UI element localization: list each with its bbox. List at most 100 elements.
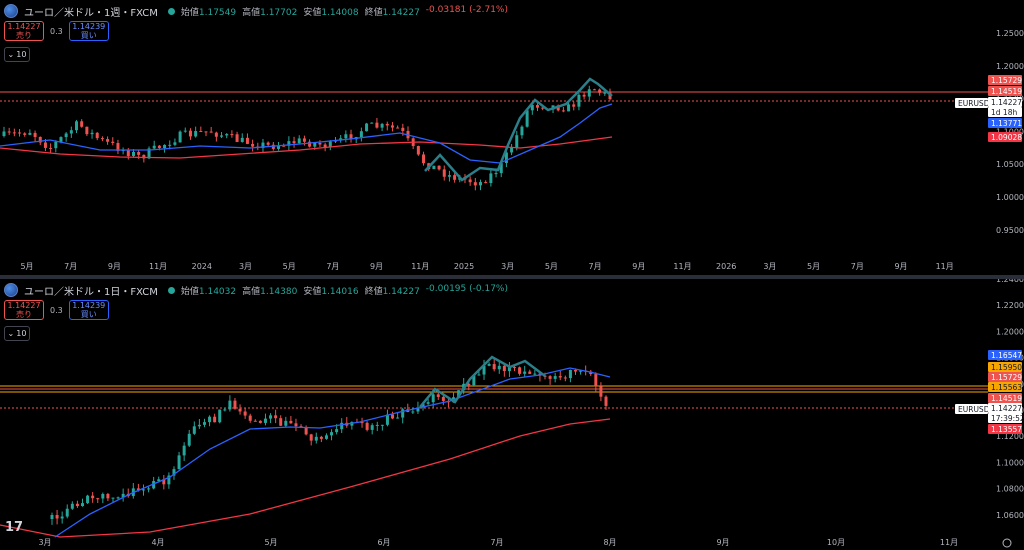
candle-body (80, 121, 84, 127)
candle-body (70, 503, 74, 509)
countdown-tag: 1d 18h (991, 108, 1017, 117)
daily-chart-header: ユーロ／米ドル・1日・FXCM 始値1.14032 高値1.14380 安値1.… (4, 283, 508, 298)
x-axis-label: 7月 (851, 262, 864, 271)
candle-body (340, 422, 344, 430)
buy-button[interactable]: 1.14239 買い (68, 21, 109, 41)
price-tag-2: 1.14519 (991, 394, 1022, 403)
candle-body (558, 376, 562, 378)
y-axis-label: 1.24000 (996, 279, 1024, 284)
candle-body (263, 418, 267, 423)
daily-chart-pane[interactable]: 1.240001.220001.200001.180001.160001.140… (0, 279, 1024, 550)
candle-body (173, 142, 177, 145)
daily-chart-title[interactable]: ユーロ／米ドル・1日・FXCM (24, 286, 158, 298)
candle-body (194, 131, 198, 137)
buy-button[interactable]: 1.14239 買い (68, 300, 109, 320)
candle-body (240, 137, 244, 142)
buy-price: 1.14239 (72, 301, 106, 310)
price-tag-2-bg (988, 86, 1022, 96)
horizontal-tag-1-bg (988, 362, 1022, 372)
pane-divider[interactable] (0, 275, 1024, 279)
candle-body (294, 423, 298, 427)
candle-body (304, 427, 308, 435)
candle-body (54, 141, 58, 149)
x-axis-label: 11月 (411, 262, 429, 271)
x-axis-label: 2025 (454, 262, 474, 271)
candle-body (18, 132, 22, 134)
price-tag-1: 1.15729 (991, 373, 1022, 382)
candle-body (12, 132, 16, 134)
candle-body (318, 142, 322, 145)
indicators-collapse-button[interactable]: ⌄ 10 (4, 326, 30, 341)
candle-body (520, 126, 524, 136)
candle-body (416, 407, 420, 412)
candle-body (548, 376, 552, 379)
y-axis-label: 1.20000 (996, 62, 1024, 71)
candle-body (513, 367, 517, 369)
candle-body (577, 94, 581, 107)
candle-body (142, 154, 146, 159)
x-axis-label: 9月 (632, 262, 645, 271)
candle-body (163, 144, 167, 149)
indicators-collapse-button[interactable]: ⌄ 10 (4, 47, 30, 62)
low-value: 1.14008 (321, 7, 359, 18)
y-axis-label: 1.25000 (996, 29, 1024, 38)
candle-body (152, 145, 156, 149)
candle-body (178, 131, 182, 143)
sell-button[interactable]: 1.14227 売り (4, 300, 44, 320)
candle-body (282, 145, 286, 147)
symbol-tag: EURUSD (958, 405, 990, 414)
y-axis-label: 1.12000 (996, 432, 1024, 441)
sell-label: 売り (16, 310, 32, 319)
candle-body (592, 89, 596, 91)
candle-body (426, 402, 430, 404)
candle-body (518, 367, 522, 374)
candle-body (75, 503, 79, 507)
candle-body (248, 415, 252, 421)
candle-body (80, 503, 84, 507)
x-axis-label: 4月 (151, 538, 164, 547)
candle-body (579, 370, 583, 372)
y-axis-label: 1.05000 (996, 160, 1024, 169)
candle-body (473, 182, 477, 186)
x-axis-label: 11月 (940, 538, 958, 547)
fast-moving-average-line (54, 367, 611, 538)
candle-body (432, 165, 436, 170)
candle-body (223, 409, 227, 411)
x-axis-label: 7月 (326, 262, 339, 271)
candle-body (543, 375, 547, 377)
candle-body (284, 420, 288, 426)
candle-body (308, 141, 312, 147)
fast-ma-tag: 1.13771 (991, 119, 1022, 128)
y-axis-label: 1.20000 (996, 327, 1024, 336)
y-axis-label: 1.22000 (996, 301, 1024, 310)
candle-body (370, 122, 374, 124)
candle-body (457, 390, 461, 398)
weekly-chart-title[interactable]: ユーロ／米ドル・1週・FXCM (24, 7, 158, 19)
x-axis-label: 3月 (763, 262, 776, 271)
candle-body (380, 424, 384, 426)
sell-button[interactable]: 1.14227 売り (4, 21, 44, 41)
weekly-chart-pane[interactable]: 1.250001.200001.150001.100001.050001.000… (0, 0, 1024, 275)
candle-body (375, 424, 379, 426)
candle-body (65, 508, 69, 517)
candle-body (360, 422, 364, 424)
candle-body (111, 497, 115, 499)
candle-body (287, 141, 291, 146)
candle-body (594, 374, 598, 387)
candle-body (468, 179, 472, 183)
candle-body (202, 422, 206, 425)
market-open-dot-icon (167, 7, 175, 15)
candle-body (482, 365, 486, 375)
candle-body (266, 142, 270, 145)
current-price-tag-bg (988, 403, 1022, 413)
candle-body (416, 146, 420, 155)
slow-ma-tag-bg (988, 424, 1022, 434)
daily-chart-canvas[interactable]: 1.240001.220001.200001.180001.160001.140… (0, 279, 1024, 550)
candle-body (251, 143, 255, 147)
low-label: 安値 (303, 7, 322, 18)
x-axis-label: 8月 (603, 538, 616, 547)
candle-body (106, 139, 110, 142)
weekly-chart-canvas[interactable]: 1.250001.200001.150001.100001.050001.000… (0, 0, 1024, 275)
candle-body (126, 149, 130, 156)
candle-body (208, 416, 212, 423)
